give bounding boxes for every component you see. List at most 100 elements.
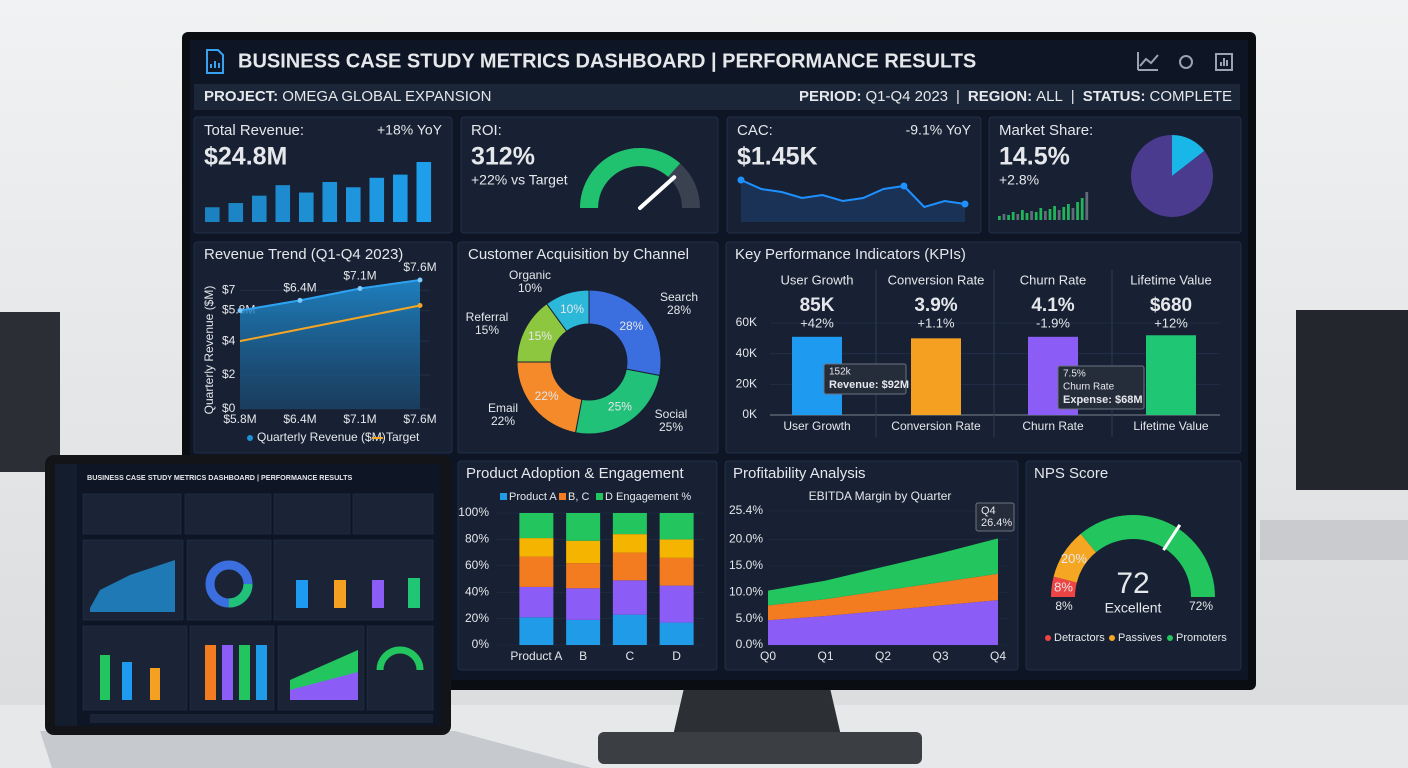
y-tick-label: 5.0% <box>736 611 764 625</box>
stacked-area <box>768 573 998 621</box>
toolbar-icons <box>1137 52 1233 71</box>
stacked-segment <box>519 538 554 557</box>
card-change: +22% vs Target <box>471 172 568 188</box>
kpi-value: 4.1% <box>1031 295 1074 316</box>
spark-bar <box>1048 209 1052 220</box>
spark-bar <box>1016 214 1020 220</box>
y-tick-label: 40% <box>465 584 489 598</box>
laptop: BUSINESS CASE STUDY METRICS DASHBOARD | … <box>40 455 592 768</box>
legend-swatch <box>247 435 253 441</box>
stacked-segment <box>659 585 694 623</box>
stacked-segment <box>566 563 601 589</box>
x-tick-label: $7.1M <box>343 412 376 426</box>
x-tick-label: B <box>579 649 587 663</box>
legend-swatch <box>1167 635 1173 641</box>
stacked-segment <box>612 513 647 535</box>
spark-bar <box>998 216 1001 220</box>
y-tick-label: 60% <box>465 558 489 572</box>
category-label: Email <box>488 401 518 415</box>
stacked-segment <box>519 617 554 645</box>
segment-label: 8% <box>1054 580 1073 595</box>
category-label: Organic <box>509 268 551 282</box>
x-tick-label: Q4 <box>990 649 1006 663</box>
legend-label: Product A <box>509 491 557 503</box>
spark-bar <box>393 174 408 222</box>
settings-icon[interactable] <box>1179 55 1193 69</box>
tooltip <box>1057 365 1145 410</box>
spark-bar <box>1007 215 1010 220</box>
stacked-segment <box>612 614 647 645</box>
kpi-change: +42% <box>800 315 834 330</box>
x-tick-label: Q2 <box>875 649 891 663</box>
spark-bar <box>1057 210 1061 220</box>
spark-bar <box>1053 206 1056 220</box>
card-label: ROI: <box>471 122 502 139</box>
card-value: $24.8M <box>204 143 287 171</box>
x-tick-label: Q1 <box>817 649 833 663</box>
card-value: 312% <box>471 143 535 171</box>
spark-bar <box>1025 213 1029 220</box>
gauge-segment <box>1080 514 1215 597</box>
segment-label: 25% <box>608 400 632 414</box>
kpi-change: -1.9% <box>1036 315 1070 330</box>
stacked-segment <box>519 586 554 618</box>
segment-label: 20% <box>1061 551 1087 566</box>
legend-label: B, C <box>568 491 589 503</box>
legend-label: Quarterly Revenue ($M) <box>257 430 386 444</box>
card-label: Market Share: <box>999 122 1093 139</box>
panel <box>460 116 719 234</box>
y-tick-label: $7 <box>222 282 236 296</box>
x-tick-label: Lifetime Value <box>1133 419 1208 433</box>
nps-score: 72 <box>1116 567 1149 600</box>
y-tick-label: 0.0% <box>736 637 764 651</box>
x-tick-label: $7.6M <box>403 412 436 426</box>
stacked-segment <box>566 619 601 645</box>
chart-icon[interactable] <box>1215 53 1233 71</box>
gauge-segment <box>1053 533 1097 583</box>
x-tick-label: D <box>672 649 681 663</box>
y-tick-label: 20% <box>465 611 489 625</box>
spark-bar <box>1062 207 1066 220</box>
region: ALL <box>1036 88 1063 105</box>
monitor-stand <box>672 688 842 740</box>
data-label: $6.4M <box>283 281 316 295</box>
card-value: $1.45K <box>737 143 818 171</box>
stacked-segment <box>566 540 601 564</box>
panel-title: Product Adoption & Engagement <box>466 465 684 482</box>
x-tick-label: Conversion Rate <box>891 419 981 433</box>
spark-dot <box>961 200 969 208</box>
tooltip-text: Expense: $68M <box>1063 394 1142 406</box>
kpi-bar <box>1146 335 1196 415</box>
segment-label: 22% <box>535 389 559 403</box>
spark-bar <box>1076 202 1079 220</box>
spark-dot <box>900 182 908 190</box>
trend-icon[interactable] <box>1137 52 1159 71</box>
kpi-value: 85K <box>800 295 835 316</box>
tooltip <box>975 502 1015 532</box>
legend-label: Promoters <box>1176 632 1227 644</box>
stacked-segment <box>612 580 647 615</box>
category-label: Search <box>660 290 698 304</box>
spark-bar <box>228 203 244 222</box>
revenue-point <box>357 285 363 291</box>
y-tick-label: 80% <box>465 532 489 546</box>
legend-swatch <box>1109 635 1115 641</box>
legend-label: Passives <box>1118 632 1163 644</box>
panel-subtitle: EBITDA Margin by Quarter <box>809 489 952 503</box>
status: COMPLETE <box>1149 88 1232 105</box>
card-change: -9.1% YoY <box>906 122 972 138</box>
data-label: $7.6M <box>403 260 436 274</box>
info-bar <box>194 84 1240 110</box>
laptop-graphics <box>90 560 433 723</box>
kpi-bar <box>911 338 961 415</box>
kpi-change: +12% <box>1154 315 1188 330</box>
laptop-base <box>40 731 592 768</box>
kpi-name: User Growth <box>781 272 854 287</box>
x-tick-label: $5.8M <box>223 412 256 426</box>
tooltip <box>823 363 907 395</box>
tooltip-text: Q4 <box>981 505 996 517</box>
laptop-sidebar <box>55 464 77 726</box>
segment-label: 10% <box>560 302 584 316</box>
revenue-point <box>297 297 303 303</box>
